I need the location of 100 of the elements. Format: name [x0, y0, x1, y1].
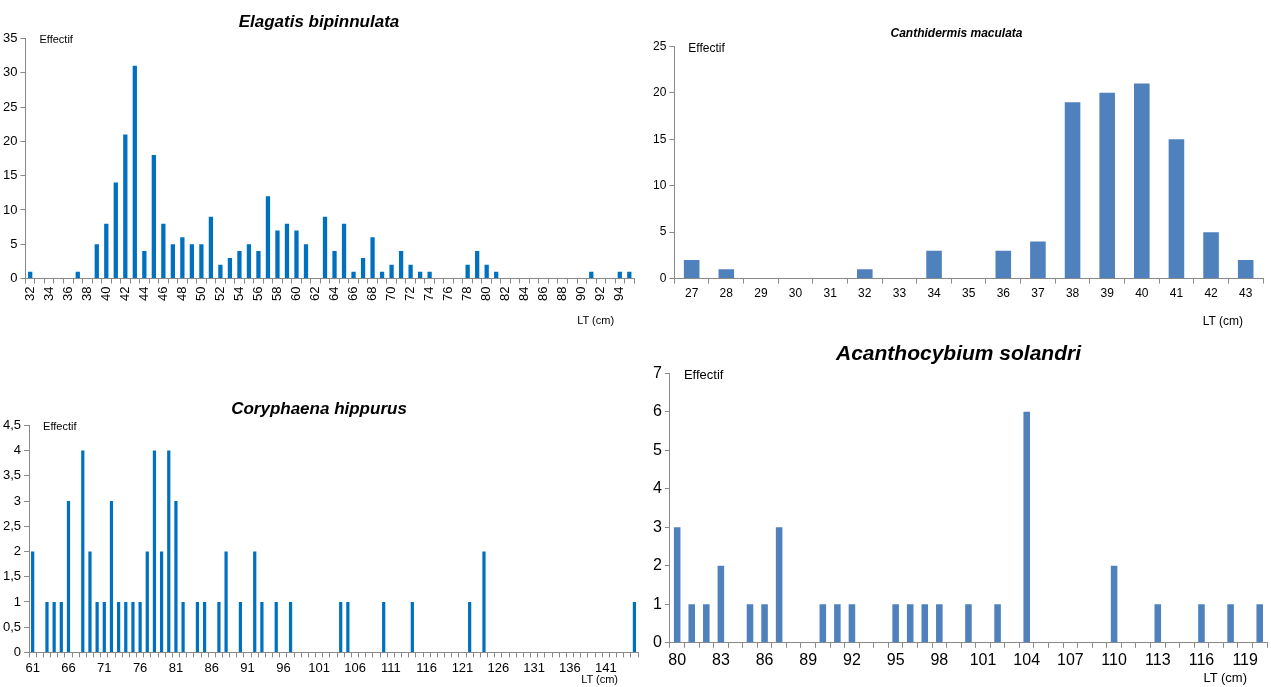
x-tick-label: 60: [288, 286, 304, 302]
y-tick-label: 0: [10, 270, 18, 286]
x-tick-label: 116: [416, 659, 438, 675]
x-tick-label: 36: [996, 286, 1011, 301]
x-tick-label: 31: [823, 286, 838, 301]
x-tick-label: 84: [516, 286, 532, 302]
bar: [1168, 139, 1185, 279]
bar: [275, 230, 280, 279]
bar: [167, 450, 171, 652]
y-tick-label: 3: [652, 517, 662, 535]
bar: [174, 501, 178, 652]
y-axis-title: Effectif: [683, 367, 724, 383]
x-tick-label: 58: [269, 286, 285, 302]
bar: [224, 551, 228, 652]
x-tick-label: 34: [40, 286, 56, 302]
y-axis-title: Effectif: [43, 419, 78, 432]
x-tick-label: 40: [1135, 286, 1149, 301]
x-tick-label: 136: [559, 659, 581, 675]
bar: [339, 601, 343, 652]
bar: [109, 501, 114, 652]
x-tick-label: 38: [78, 286, 94, 302]
x-tick-label: 76: [440, 286, 456, 302]
bar: [892, 604, 899, 643]
bar: [253, 551, 257, 652]
bar: [1203, 232, 1219, 279]
y-tick-label: 25: [652, 38, 667, 53]
bar: [994, 604, 1001, 643]
bar: [123, 134, 128, 279]
x-tick-label: 92: [843, 650, 861, 668]
bar: [475, 251, 480, 279]
bar: [775, 527, 783, 643]
x-tick-label: 61: [25, 659, 40, 675]
x-tick-label: 113: [1145, 650, 1171, 668]
bar: [389, 264, 394, 279]
bar: [189, 244, 195, 279]
bar: [88, 551, 92, 652]
bar: [718, 269, 735, 279]
bar: [761, 604, 768, 643]
x-tick-label: 28: [719, 286, 734, 301]
x-tick-label: 86: [204, 659, 219, 675]
x-axis-title: LT (cm): [1203, 670, 1247, 686]
bar: [382, 601, 386, 652]
x-tick-label: 66: [61, 659, 76, 675]
bar: [683, 260, 700, 279]
chart-title: Coryphaena hippurus: [231, 398, 407, 418]
bar: [465, 264, 470, 279]
y-tick-label: 7: [652, 363, 662, 381]
x-tick-label: 119: [1232, 650, 1259, 668]
x-tick-label: 37: [1031, 286, 1045, 301]
bar: [124, 601, 128, 652]
y-tick-label: 1: [13, 593, 22, 609]
bar: [238, 601, 243, 652]
bar: [131, 601, 135, 652]
bar: [332, 251, 337, 279]
x-tick-label: 104: [1013, 650, 1041, 668]
chart-title: Acanthocybium solandri: [834, 341, 1083, 365]
x-tick-label: 110: [1101, 650, 1127, 668]
x-tick-label: 64: [326, 286, 342, 302]
x-tick-label: 29: [754, 286, 768, 301]
bar: [59, 601, 63, 652]
bar: [117, 601, 121, 652]
x-tick-label: 68: [364, 286, 380, 302]
bar: [180, 237, 185, 279]
bar: [673, 527, 681, 643]
bar: [94, 244, 99, 279]
bar: [256, 251, 261, 279]
y-tick-label: 20: [2, 132, 18, 148]
y-tick-label: 20: [652, 85, 667, 100]
bar: [260, 601, 264, 652]
x-tick-label: 94: [611, 286, 627, 302]
x-tick-label: 34: [927, 286, 942, 301]
y-tick-label: 5: [10, 235, 18, 251]
bar: [346, 601, 350, 652]
bar: [246, 244, 252, 279]
bar: [1064, 102, 1081, 279]
x-tick-label: 74: [421, 286, 437, 302]
bar: [202, 601, 207, 652]
y-tick-label: 2: [652, 556, 662, 574]
x-tick-label: 35: [961, 286, 976, 301]
bar: [31, 551, 35, 652]
chart-title: Canthidermis maculata: [890, 25, 1023, 40]
bar: [218, 264, 223, 279]
x-tick-label: 32: [858, 286, 872, 301]
bar: [703, 604, 710, 643]
x-tick-label: 52: [211, 286, 227, 302]
bar: [408, 264, 413, 279]
x-tick-label: 43: [1239, 286, 1253, 301]
y-tick-label: 10: [2, 201, 18, 217]
bar: [159, 551, 164, 652]
bar: [1030, 241, 1046, 279]
bar: [104, 223, 109, 279]
bar: [1099, 92, 1115, 279]
bar: [468, 601, 472, 652]
x-tick-label: 72: [402, 286, 418, 302]
bar: [66, 501, 71, 652]
x-tick-label: 71: [97, 659, 112, 675]
bar: [351, 271, 356, 279]
bar: [427, 271, 432, 279]
x-axis-title: LT (cm): [581, 672, 618, 685]
x-tick-label: 41: [1169, 286, 1184, 301]
